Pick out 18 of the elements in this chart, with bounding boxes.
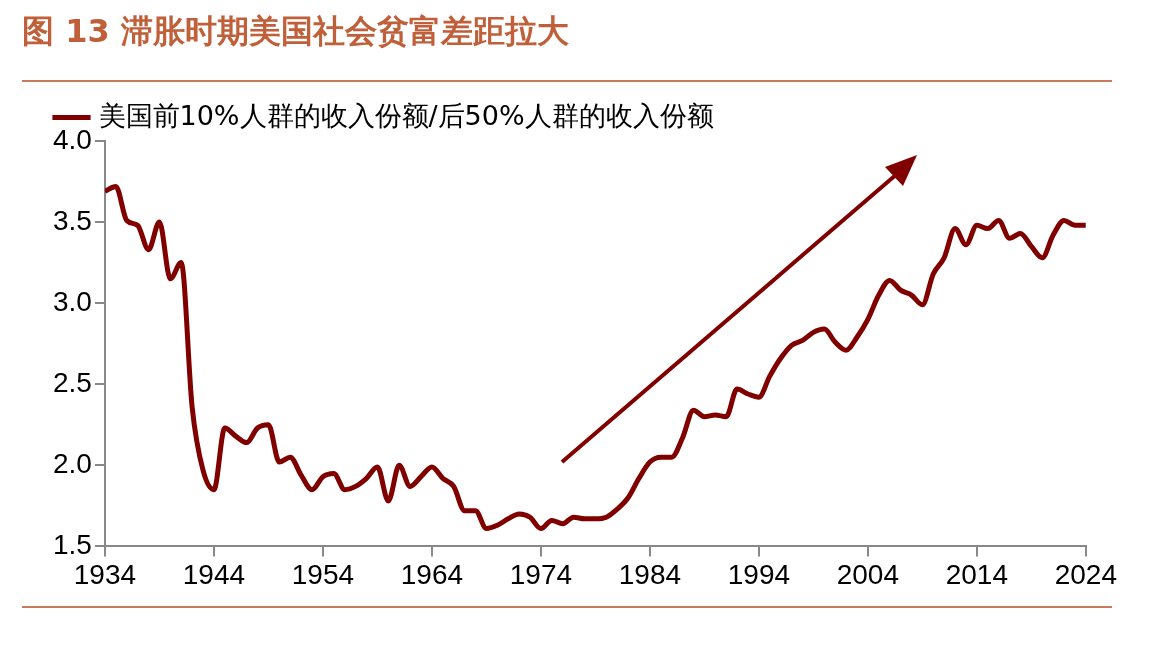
y-tick-label: 2.0 xyxy=(52,448,92,480)
x-tick-label: 2024 xyxy=(1054,558,1117,590)
chart-title: 图 13 滞胀时期美国社会贫富差距拉大 xyxy=(22,11,569,52)
y-tick-label: 3.0 xyxy=(52,285,92,317)
y-tick-label: 1.5 xyxy=(52,529,92,561)
x-tick-label: 1984 xyxy=(618,558,682,590)
x-tick-label: 1944 xyxy=(182,558,246,590)
y-tick-label: 3.5 xyxy=(52,204,92,236)
x-tick-label: 1934 xyxy=(73,558,137,590)
x-tick-label: 1964 xyxy=(400,558,464,590)
y-tick-label: 4.0 xyxy=(52,123,92,155)
x-tick-label: 1994 xyxy=(727,558,791,590)
y-tick-label: 2.5 xyxy=(52,366,92,398)
x-tick-label: 2004 xyxy=(836,558,900,590)
x-tick-label: 1954 xyxy=(291,558,355,590)
x-tick-label: 1974 xyxy=(509,558,573,590)
legend-label: 美国前10%人群的收入份额/后50%人群的收入份额 xyxy=(98,99,714,131)
x-tick-label: 2014 xyxy=(945,558,1009,590)
